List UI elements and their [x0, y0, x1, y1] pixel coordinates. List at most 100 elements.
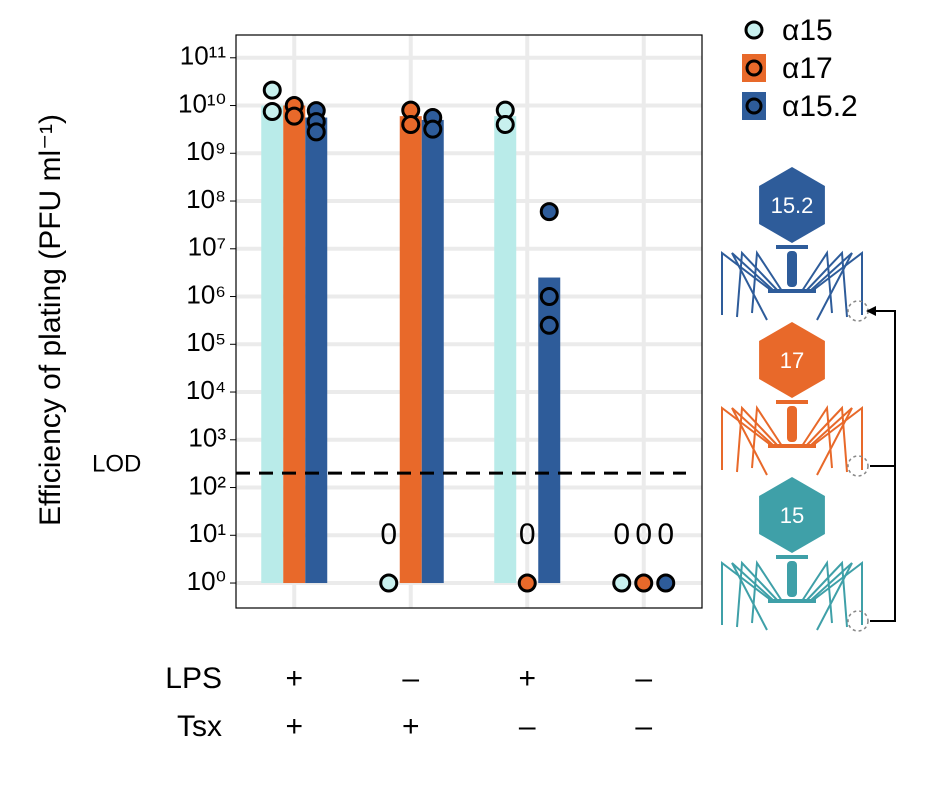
phage-collar [776, 245, 808, 249]
phage-collar [776, 400, 808, 404]
replicate-point [262, 101, 282, 121]
bar [305, 117, 328, 584]
replicate-point [262, 80, 282, 100]
y-axis-title: Efficiency of plating (PFU ml⁻¹) [34, 114, 67, 526]
phage-head [759, 322, 825, 398]
phage-leg [801, 250, 833, 314]
phage-label: 15.2 [771, 193, 814, 218]
phage-leg [801, 405, 833, 469]
replicate-point [401, 115, 421, 135]
receptor-site [847, 455, 869, 477]
lod-label: LOD [92, 451, 141, 478]
phage-leg [736, 405, 779, 473]
phage-label: 17 [780, 348, 804, 373]
legend-swatch [744, 20, 764, 40]
phage-baseplate [768, 289, 816, 293]
replicate-point [379, 573, 399, 593]
condition-value: + [285, 662, 303, 695]
phage-baseplate [768, 599, 816, 603]
replicate-point [539, 287, 559, 307]
phage-leg [809, 407, 853, 476]
y-tick-label: 10¹ [188, 518, 226, 548]
y-tick-label: 10² [188, 470, 226, 500]
y-tick-label: 10⁴ [186, 375, 226, 405]
bar [283, 105, 306, 584]
y-tick-label: 10¹⁰ [178, 88, 226, 118]
bar [421, 119, 444, 584]
condition-value: – [402, 662, 419, 695]
replicate-point [612, 573, 632, 593]
condition-value: – [635, 662, 652, 695]
condition-name: Tsx [177, 710, 222, 743]
condition-name: LPS [165, 662, 222, 695]
y-tick-label: 10⁸ [186, 184, 226, 214]
receptor-site [847, 610, 869, 632]
condition-value: – [635, 710, 652, 743]
replicate-point [656, 573, 676, 593]
bar [261, 105, 284, 584]
replicate-point [284, 106, 304, 126]
y-tick-label: 10¹¹ [180, 41, 227, 71]
value-label: 0 [519, 518, 536, 551]
y-tick-label: 10⁵ [186, 327, 226, 357]
replicate-point [495, 115, 515, 135]
replicate-point [539, 315, 559, 335]
y-tick-label: 10⁶ [186, 279, 226, 309]
replicate-point [634, 573, 654, 593]
replicate-point [423, 119, 443, 139]
phage-leg [811, 250, 863, 315]
condition-value: + [402, 710, 420, 743]
phage-leg [801, 560, 833, 624]
phage-leg [731, 562, 775, 631]
value-label: 0 [635, 518, 652, 551]
phage-collar [776, 555, 808, 559]
receptor-site [847, 300, 869, 322]
phage-leg [731, 407, 775, 476]
phage-leg [751, 405, 783, 469]
y-tick-label: 10⁰ [187, 566, 226, 596]
phage-leg [805, 250, 848, 318]
phage-leg [809, 252, 853, 321]
phage-tail [787, 251, 797, 287]
y-tick-label: 10³ [188, 423, 226, 453]
value-label: 0 [613, 518, 630, 551]
legend-swatch [745, 97, 763, 115]
bar [399, 116, 422, 584]
legend-label: α15 [782, 14, 833, 47]
phage-leg [811, 405, 863, 470]
phage-leg [721, 560, 773, 625]
phage-leg [721, 405, 773, 470]
bar [538, 277, 561, 584]
phage-leg [805, 560, 848, 628]
phage-leg [736, 250, 779, 318]
legend-label: α17 [782, 52, 833, 85]
phage-leg [721, 250, 773, 315]
legend-swatch [745, 59, 763, 77]
y-tick-label: 10⁷ [188, 232, 226, 262]
phage-leg [731, 252, 775, 321]
legend-label: α15.2 [782, 90, 858, 123]
phage-leg [811, 560, 863, 625]
condition-value: – [519, 710, 536, 743]
replicate-point [517, 573, 537, 593]
phage-leg [751, 250, 783, 314]
phage-head [759, 167, 825, 243]
phage-label: 15 [780, 503, 804, 528]
phage-head [759, 477, 825, 553]
phage-baseplate [768, 444, 816, 448]
value-label: 0 [657, 518, 674, 551]
replicate-point [306, 122, 326, 142]
condition-value: + [285, 710, 303, 743]
phage-leg [809, 562, 853, 631]
phage-leg [751, 560, 783, 624]
replicate-point [539, 202, 559, 222]
value-label: 0 [380, 518, 397, 551]
phage-leg [736, 560, 779, 628]
phage-tail [787, 561, 797, 597]
y-tick-label: 10⁹ [186, 136, 226, 166]
plot-border [235, 34, 703, 609]
condition-value: + [518, 662, 536, 695]
phage-leg [805, 405, 848, 473]
phage-tail [787, 406, 797, 442]
